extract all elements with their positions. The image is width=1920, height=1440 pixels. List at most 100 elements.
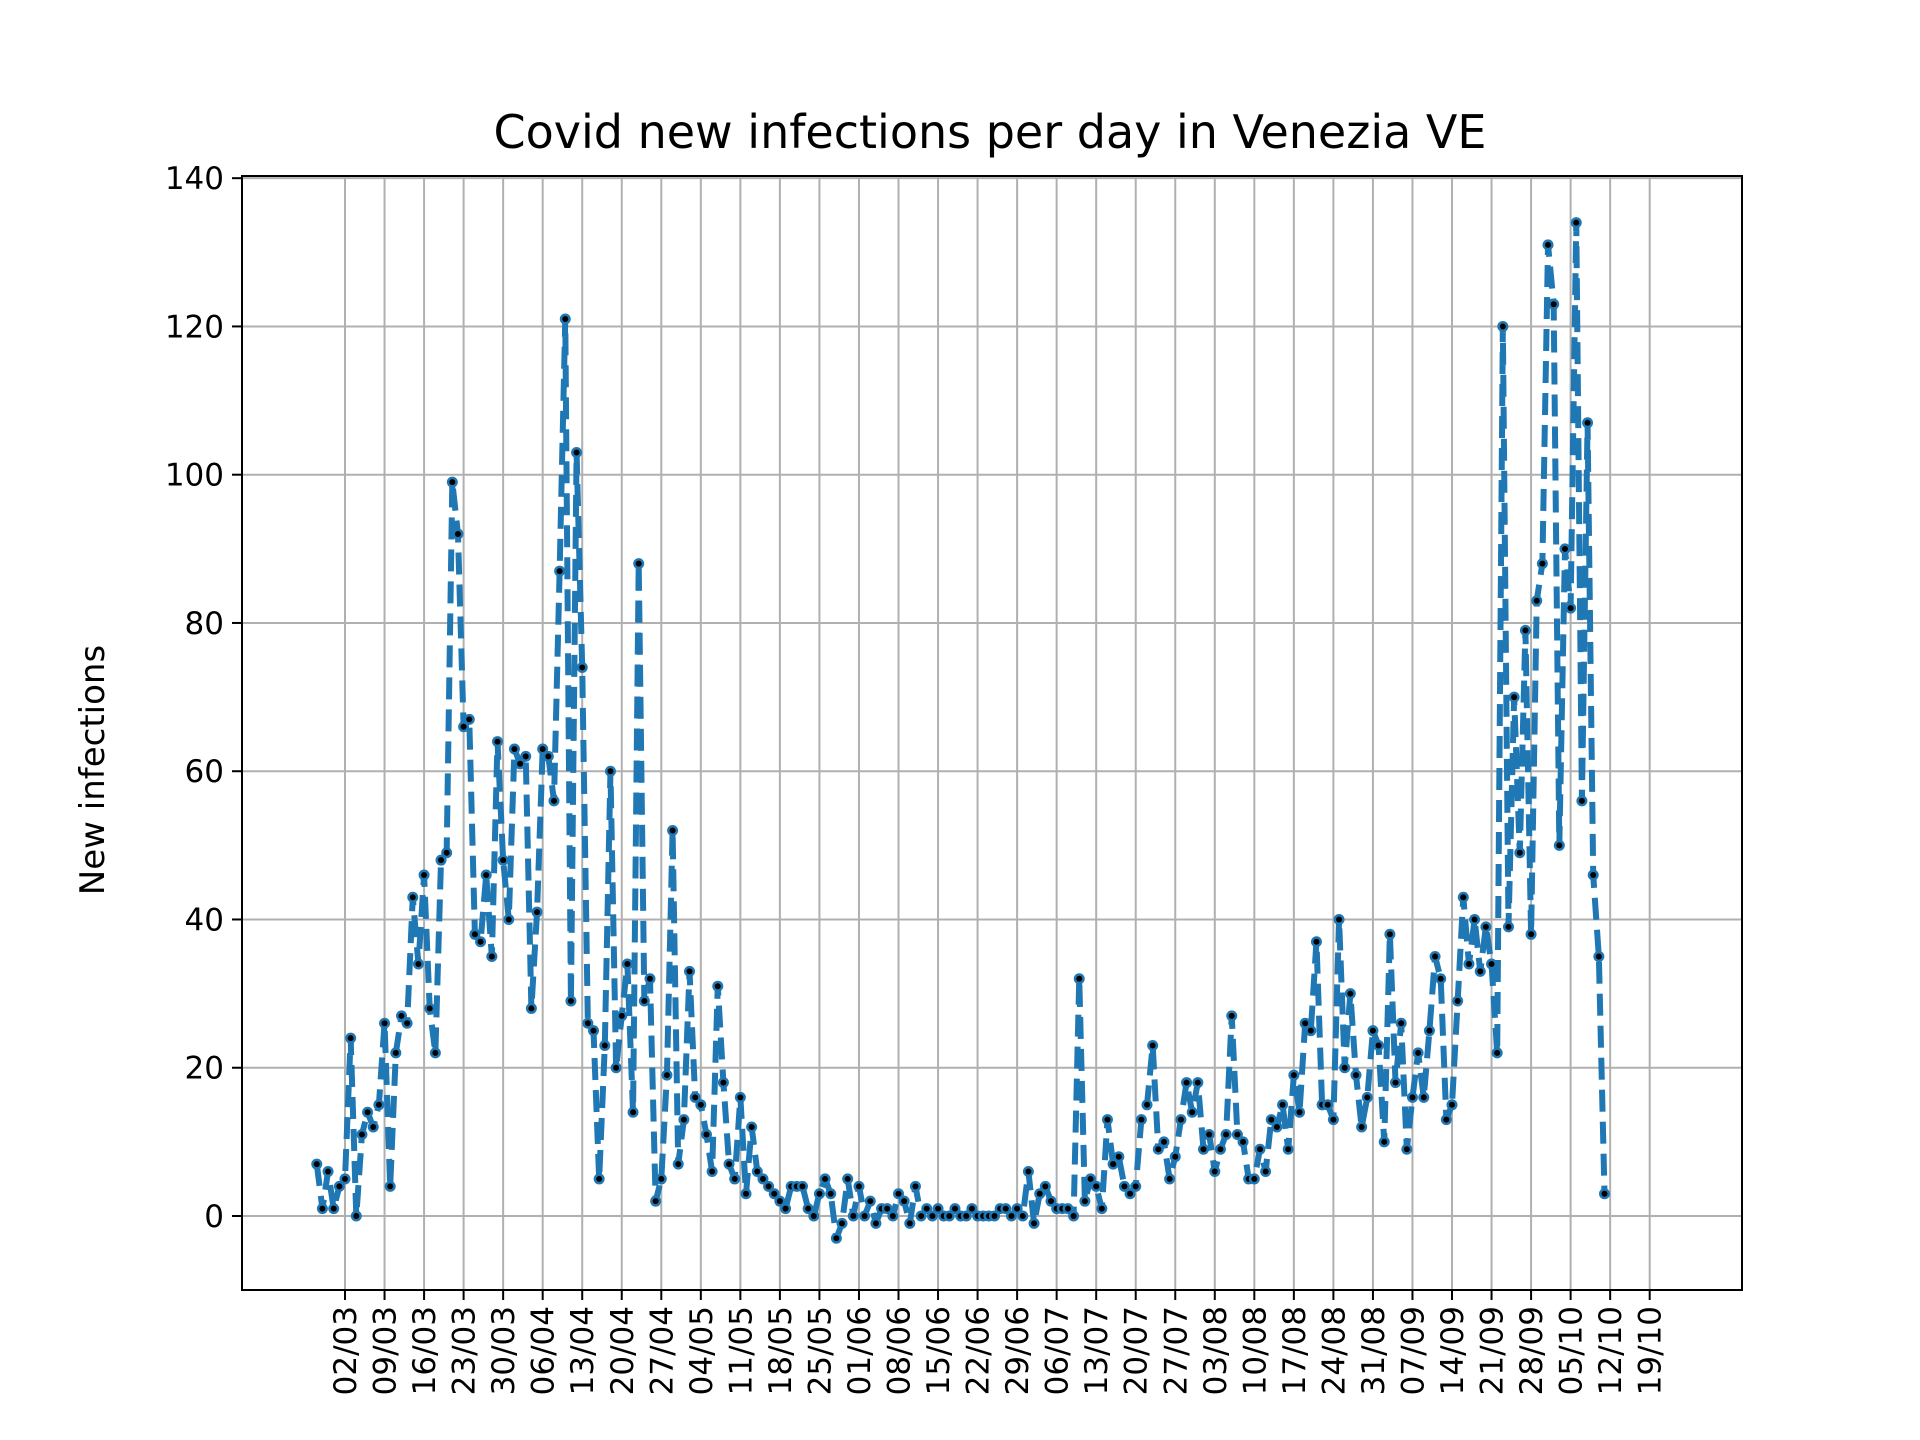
data-point	[322, 1166, 334, 1178]
data-point	[1028, 1217, 1040, 1229]
chart-title: Covid new infections per day in Venezia …	[494, 105, 1487, 159]
x-tick-label: 04/05	[684, 1306, 720, 1395]
data-point	[672, 1158, 684, 1170]
y-tick-label: 100	[165, 458, 224, 494]
data-point	[565, 995, 577, 1007]
data-point	[1158, 1136, 1170, 1148]
data-point	[1395, 1017, 1407, 1029]
data-point	[1254, 1143, 1266, 1155]
x-tick-label: 24/08	[1316, 1306, 1352, 1395]
x-tick-label: 28/09	[1514, 1306, 1550, 1395]
data-point	[1226, 1010, 1238, 1022]
y-tick-label: 60	[185, 754, 224, 790]
data-point	[1073, 973, 1085, 985]
data-point	[1469, 913, 1481, 925]
data-point	[542, 750, 554, 762]
data-point	[514, 758, 526, 770]
data-point	[1237, 1136, 1249, 1148]
data-point	[746, 1121, 758, 1133]
x-tick-label: 03/08	[1198, 1306, 1234, 1395]
data-point	[1429, 951, 1441, 963]
x-tick-label: 25/05	[802, 1306, 838, 1395]
x-tick-label: 20/07	[1119, 1306, 1155, 1395]
data-point	[1474, 965, 1486, 977]
x-tick-label: 18/05	[763, 1306, 799, 1395]
data-point	[356, 1128, 368, 1140]
data-point	[1022, 1166, 1034, 1178]
data-point	[520, 750, 532, 762]
data-point	[1271, 1121, 1283, 1133]
data-point	[796, 1180, 808, 1192]
data-point	[1277, 1099, 1289, 1111]
data-point	[1457, 891, 1469, 903]
data-point	[1446, 1099, 1458, 1111]
x-tick-label: 27/07	[1158, 1306, 1194, 1395]
data-point	[1169, 1151, 1181, 1163]
y-tick-label: 80	[185, 606, 224, 642]
data-point	[621, 958, 633, 970]
x-tick-label: 30/03	[486, 1306, 522, 1395]
data-point	[1440, 1114, 1452, 1126]
data-point	[1305, 1025, 1317, 1037]
data-point	[452, 528, 464, 540]
data-point	[1327, 1114, 1339, 1126]
data-point	[1559, 543, 1571, 555]
x-tick-label: 06/04	[526, 1306, 562, 1395]
data-point	[1203, 1128, 1215, 1140]
data-point	[1525, 928, 1537, 940]
data-point	[1288, 1069, 1300, 1081]
data-point	[508, 743, 520, 755]
series-line	[313, 219, 1608, 1242]
data-point	[588, 1025, 600, 1037]
data-point	[525, 1002, 537, 1014]
x-tick-label: 29/06	[1000, 1306, 1036, 1395]
data-point	[1576, 795, 1588, 807]
data-point	[1384, 928, 1396, 940]
data-point	[1344, 988, 1356, 1000]
data-point	[633, 558, 645, 570]
data-point	[1570, 217, 1582, 229]
data-point	[1164, 1173, 1176, 1185]
data-point	[1553, 839, 1565, 851]
data-point	[1480, 921, 1492, 933]
data-point	[1565, 602, 1577, 614]
data-point	[1310, 936, 1322, 948]
y-tick-label: 0	[204, 1199, 224, 1235]
x-tick-label: 05/10	[1554, 1306, 1590, 1395]
data-point	[1390, 1077, 1402, 1089]
data-point	[1079, 1195, 1091, 1207]
x-tick-label: 31/08	[1356, 1306, 1392, 1395]
data-point	[441, 847, 453, 859]
data-point	[1599, 1188, 1611, 1200]
data-point	[898, 1195, 910, 1207]
data-point	[1339, 1062, 1351, 1074]
data-point	[644, 973, 656, 985]
data-point	[446, 476, 458, 488]
data-point	[712, 980, 724, 992]
data-point	[655, 1173, 667, 1185]
data-point	[830, 1232, 842, 1244]
data-point	[362, 1106, 374, 1118]
data-point	[734, 1091, 746, 1103]
x-tick-label: 12/10	[1593, 1306, 1629, 1395]
data-point	[1373, 1040, 1385, 1052]
data-point	[909, 1180, 921, 1192]
data-point	[813, 1188, 825, 1200]
data-point	[345, 1032, 357, 1044]
data-point	[853, 1180, 865, 1192]
data-point	[780, 1203, 792, 1215]
x-tick-label: 02/03	[328, 1306, 364, 1395]
x-tick-label: 06/07	[1040, 1306, 1076, 1395]
data-point	[870, 1217, 882, 1229]
data-point	[328, 1203, 340, 1215]
data-point	[1209, 1166, 1221, 1178]
data-point	[1519, 624, 1531, 636]
data-point	[548, 795, 560, 807]
data-point	[700, 1128, 712, 1140]
data-point	[616, 1010, 628, 1022]
x-tick-label: 13/04	[565, 1306, 601, 1395]
data-point	[627, 1106, 639, 1118]
data-point	[1508, 691, 1520, 703]
x-tick-label: 01/06	[842, 1306, 878, 1395]
